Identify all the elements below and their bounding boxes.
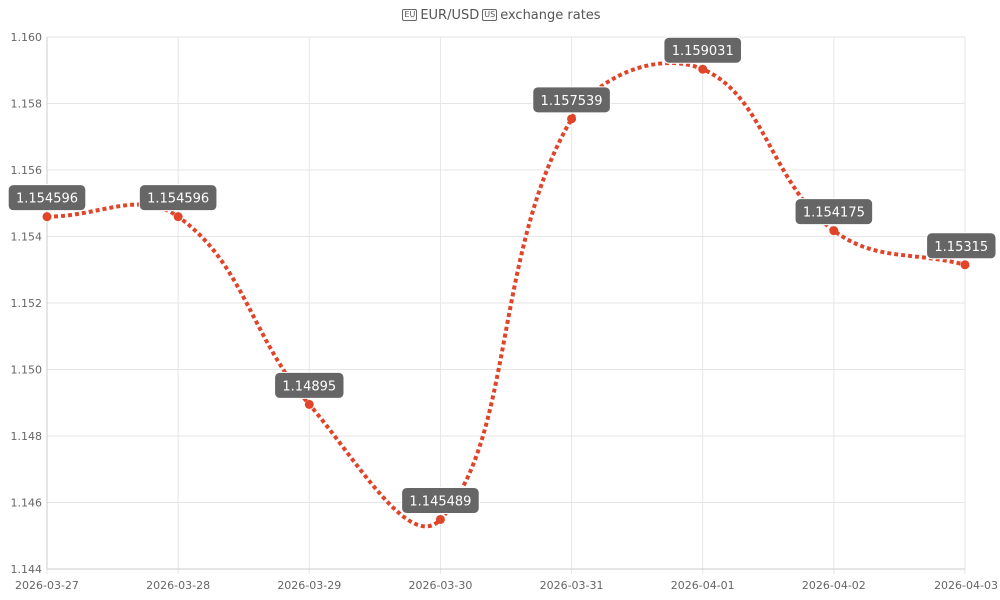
data-label-box	[401, 486, 480, 514]
data-point	[42, 212, 52, 222]
data-point	[960, 260, 970, 270]
chart-title: EU EUR/USD US exchange rates	[0, 8, 1000, 23]
data-label: 1.154596	[138, 184, 218, 212]
x-tick-label: 2026-03-30	[408, 579, 472, 592]
data-label: 1.159031	[663, 36, 743, 64]
data-label-text: 1.15315	[934, 240, 988, 255]
y-tick-label: 1.144	[11, 563, 43, 576]
y-tick-label: 1.154	[11, 231, 43, 244]
x-tick-label: 2026-03-27	[15, 579, 79, 592]
y-tick-label: 1.146	[11, 497, 43, 510]
y-tick-label: 1.156	[11, 164, 43, 177]
data-label-box	[7, 184, 87, 212]
series-line	[46, 61, 966, 529]
eu-flag-icon: EU	[402, 9, 418, 21]
data-label: 1.154596	[7, 184, 87, 212]
data-label-text: 1.154596	[16, 192, 78, 207]
data-label-box	[138, 184, 218, 212]
data-label: 1.145489	[401, 486, 480, 514]
data-label-text: 1.157539	[541, 94, 603, 109]
x-tick-label: 2026-03-28	[146, 579, 210, 592]
data-point	[698, 64, 708, 74]
data-point	[435, 514, 445, 524]
data-point	[304, 399, 314, 409]
y-tick-label: 1.150	[11, 364, 43, 377]
data-label-text: 1.145489	[409, 494, 471, 509]
data-label: 1.157539	[532, 86, 611, 114]
data-label-text: 1.154175	[803, 206, 865, 221]
data-point	[173, 212, 183, 222]
x-tick-label: 2026-03-29	[277, 579, 341, 592]
title-suffix: exchange rates	[500, 8, 601, 23]
data-point	[829, 226, 839, 236]
data-label: 1.154175	[794, 198, 874, 226]
data-label-box	[663, 36, 743, 64]
y-tick-label: 1.158	[11, 98, 43, 111]
data-label-text: 1.14895	[282, 379, 336, 394]
y-tick-label: 1.152	[11, 297, 43, 310]
data-point	[567, 114, 577, 124]
x-tick-label: 2026-04-03	[934, 579, 998, 592]
x-tick-label: 2026-03-31	[540, 579, 604, 592]
us-flag-icon: US	[482, 9, 498, 21]
data-label-box	[794, 198, 874, 226]
y-tick-label: 1.148	[11, 430, 43, 443]
y-tick-label: 1.160	[11, 31, 43, 44]
data-label-text: 1.159031	[672, 44, 734, 59]
data-label: 1.14895	[274, 371, 345, 399]
data-label: 1.15315	[926, 232, 997, 260]
x-tick-label: 2026-04-01	[671, 579, 735, 592]
data-label-box	[926, 232, 997, 260]
title-pair: EUR/USD	[420, 8, 480, 23]
data-label-box	[532, 86, 611, 114]
data-label-text: 1.154596	[147, 192, 209, 207]
data-label-box	[274, 371, 345, 399]
x-tick-label: 2026-04-02	[802, 579, 866, 592]
